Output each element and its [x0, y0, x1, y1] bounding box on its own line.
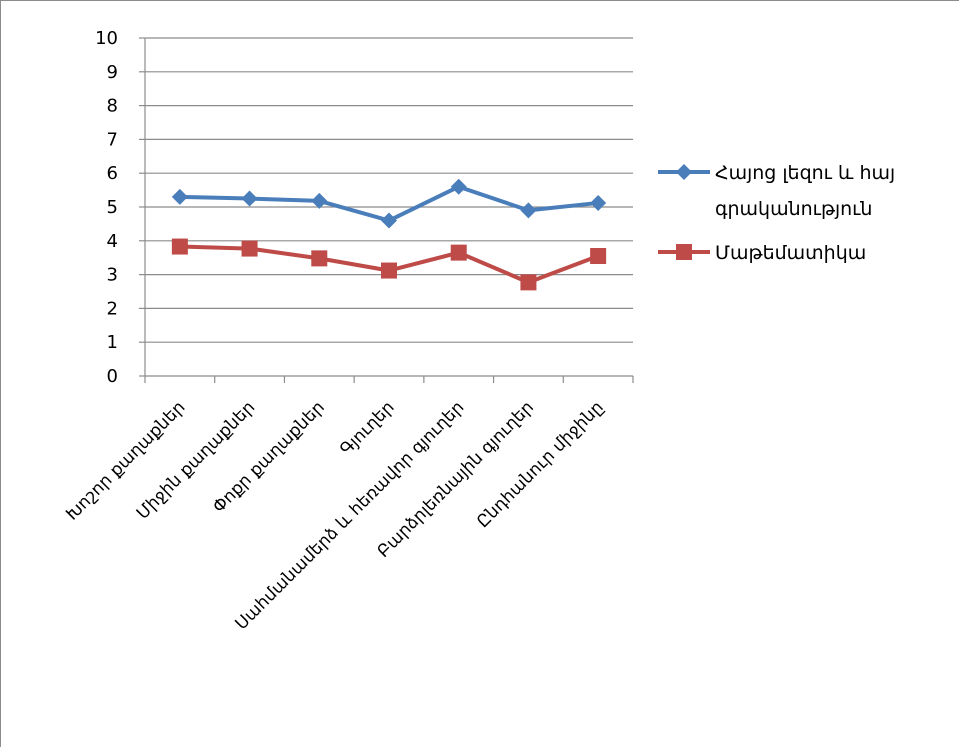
- y-tick-label: 3: [107, 265, 118, 286]
- data-point: [381, 212, 397, 229]
- legend-marker: [676, 244, 692, 260]
- y-tick-label: 6: [107, 163, 118, 184]
- legend-label: Մաթեմատիկա: [715, 242, 866, 264]
- data-point: [590, 194, 607, 211]
- data-point: [171, 238, 188, 255]
- y-tick-label: 8: [107, 96, 118, 117]
- y-tick-label: 9: [107, 62, 118, 83]
- data-point: [171, 188, 188, 205]
- legend-label: գրականություն: [715, 198, 872, 220]
- data-point: [241, 190, 258, 207]
- data-point: [241, 240, 258, 257]
- data-point: [311, 192, 328, 209]
- y-tick-label: 10: [95, 28, 118, 49]
- x-tick-label: Միջին քաղաքներ: [133, 397, 259, 523]
- data-point: [520, 202, 537, 219]
- data-point: [450, 178, 467, 195]
- y-tick-label: 1: [107, 332, 118, 353]
- data-point: [311, 250, 328, 267]
- y-tick-label: 2: [107, 298, 118, 319]
- data-point: [590, 248, 607, 265]
- legend-marker: [676, 164, 692, 180]
- y-tick-label: 0: [107, 366, 118, 387]
- legend-label: Հայոց լեզու և հայ: [715, 162, 895, 184]
- data-point: [450, 244, 467, 261]
- data-point: [520, 274, 537, 291]
- data-point: [381, 262, 397, 279]
- x-tick-label: Խոշոր քաղաքներ: [62, 397, 189, 524]
- y-tick-label: 7: [107, 129, 118, 150]
- y-tick-label: 5: [107, 197, 118, 218]
- x-tick-label: Ընդհանուր միջինը: [473, 397, 608, 532]
- x-tick-label: Գյուղեր: [336, 397, 398, 459]
- y-tick-label: 4: [107, 231, 118, 252]
